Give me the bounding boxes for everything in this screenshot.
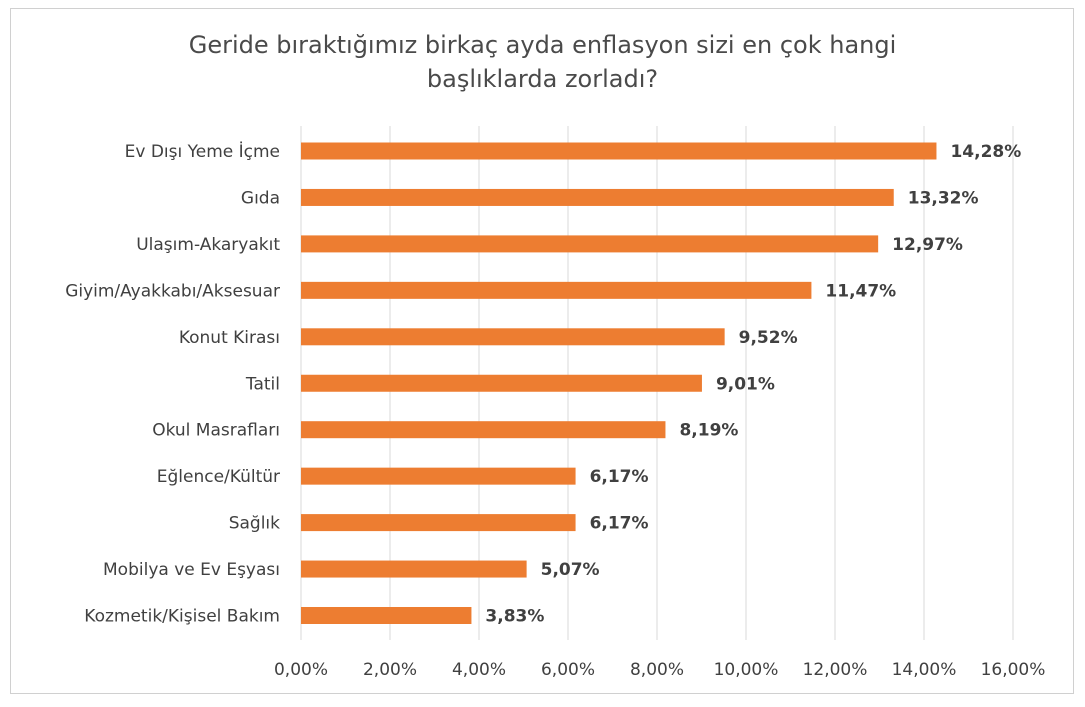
x-tick-label: 16,00% [981, 660, 1046, 680]
category-label: Konut Kirası [179, 328, 280, 348]
category-label: Kozmetik/Kişisel Bakım [84, 607, 280, 627]
x-tick-label: 6,00% [541, 660, 595, 680]
x-tick-label: 14,00% [892, 660, 957, 680]
category-label: Eğlence/Kültür [157, 467, 280, 487]
chart-title-line-2: başlıklarda zorladı? [426, 65, 659, 93]
category-label: Mobilya ve Ev Eşyası [103, 560, 280, 580]
x-tick-label: 0,00% [274, 660, 328, 680]
bar [301, 607, 472, 624]
bar [301, 560, 527, 578]
bar [301, 235, 879, 253]
chart-title-line-1: Geride bıraktığımız birkaç ayda enflasyo… [188, 31, 897, 59]
x-tick-label: 4,00% [452, 660, 506, 680]
data-label: 13,32% [908, 188, 979, 208]
category-label: Ev Dışı Yeme İçme [125, 141, 280, 162]
bar [301, 328, 725, 346]
category-label: Ulaşım-Akaryakıt [136, 235, 280, 255]
bar [301, 281, 812, 299]
data-label: 6,17% [590, 467, 649, 487]
bar [301, 374, 702, 392]
bar [301, 467, 576, 485]
data-label: 14,28% [950, 142, 1021, 162]
data-label: 5,07% [541, 560, 600, 580]
bar [301, 142, 937, 160]
chart-title: Geride bıraktığımız birkaç ayda enflasyo… [0, 28, 1085, 96]
category-label: Gıda [241, 188, 280, 208]
category-label: Giyim/Ayakkabı/Aksesuar [65, 281, 280, 301]
category-label: Sağlık [229, 514, 280, 534]
data-label: 9,01% [716, 374, 775, 394]
data-label: 9,52% [739, 328, 798, 348]
x-tick-label: 12,00% [803, 660, 868, 680]
data-label: 3,83% [485, 607, 544, 627]
data-label: 11,47% [825, 281, 896, 301]
x-tick-label: 2,00% [363, 660, 417, 680]
x-tick-label: 10,00% [714, 660, 779, 680]
data-label: 8,19% [679, 421, 738, 441]
bar [301, 421, 666, 439]
data-label: 12,97% [892, 235, 963, 255]
category-label: Tatil [245, 374, 280, 394]
bar [301, 514, 576, 532]
chart-frame [10, 8, 1074, 694]
x-tick-label: 8,00% [630, 660, 684, 680]
bar [301, 188, 894, 206]
data-label: 6,17% [590, 514, 649, 534]
category-label: Okul Masrafları [152, 421, 280, 441]
